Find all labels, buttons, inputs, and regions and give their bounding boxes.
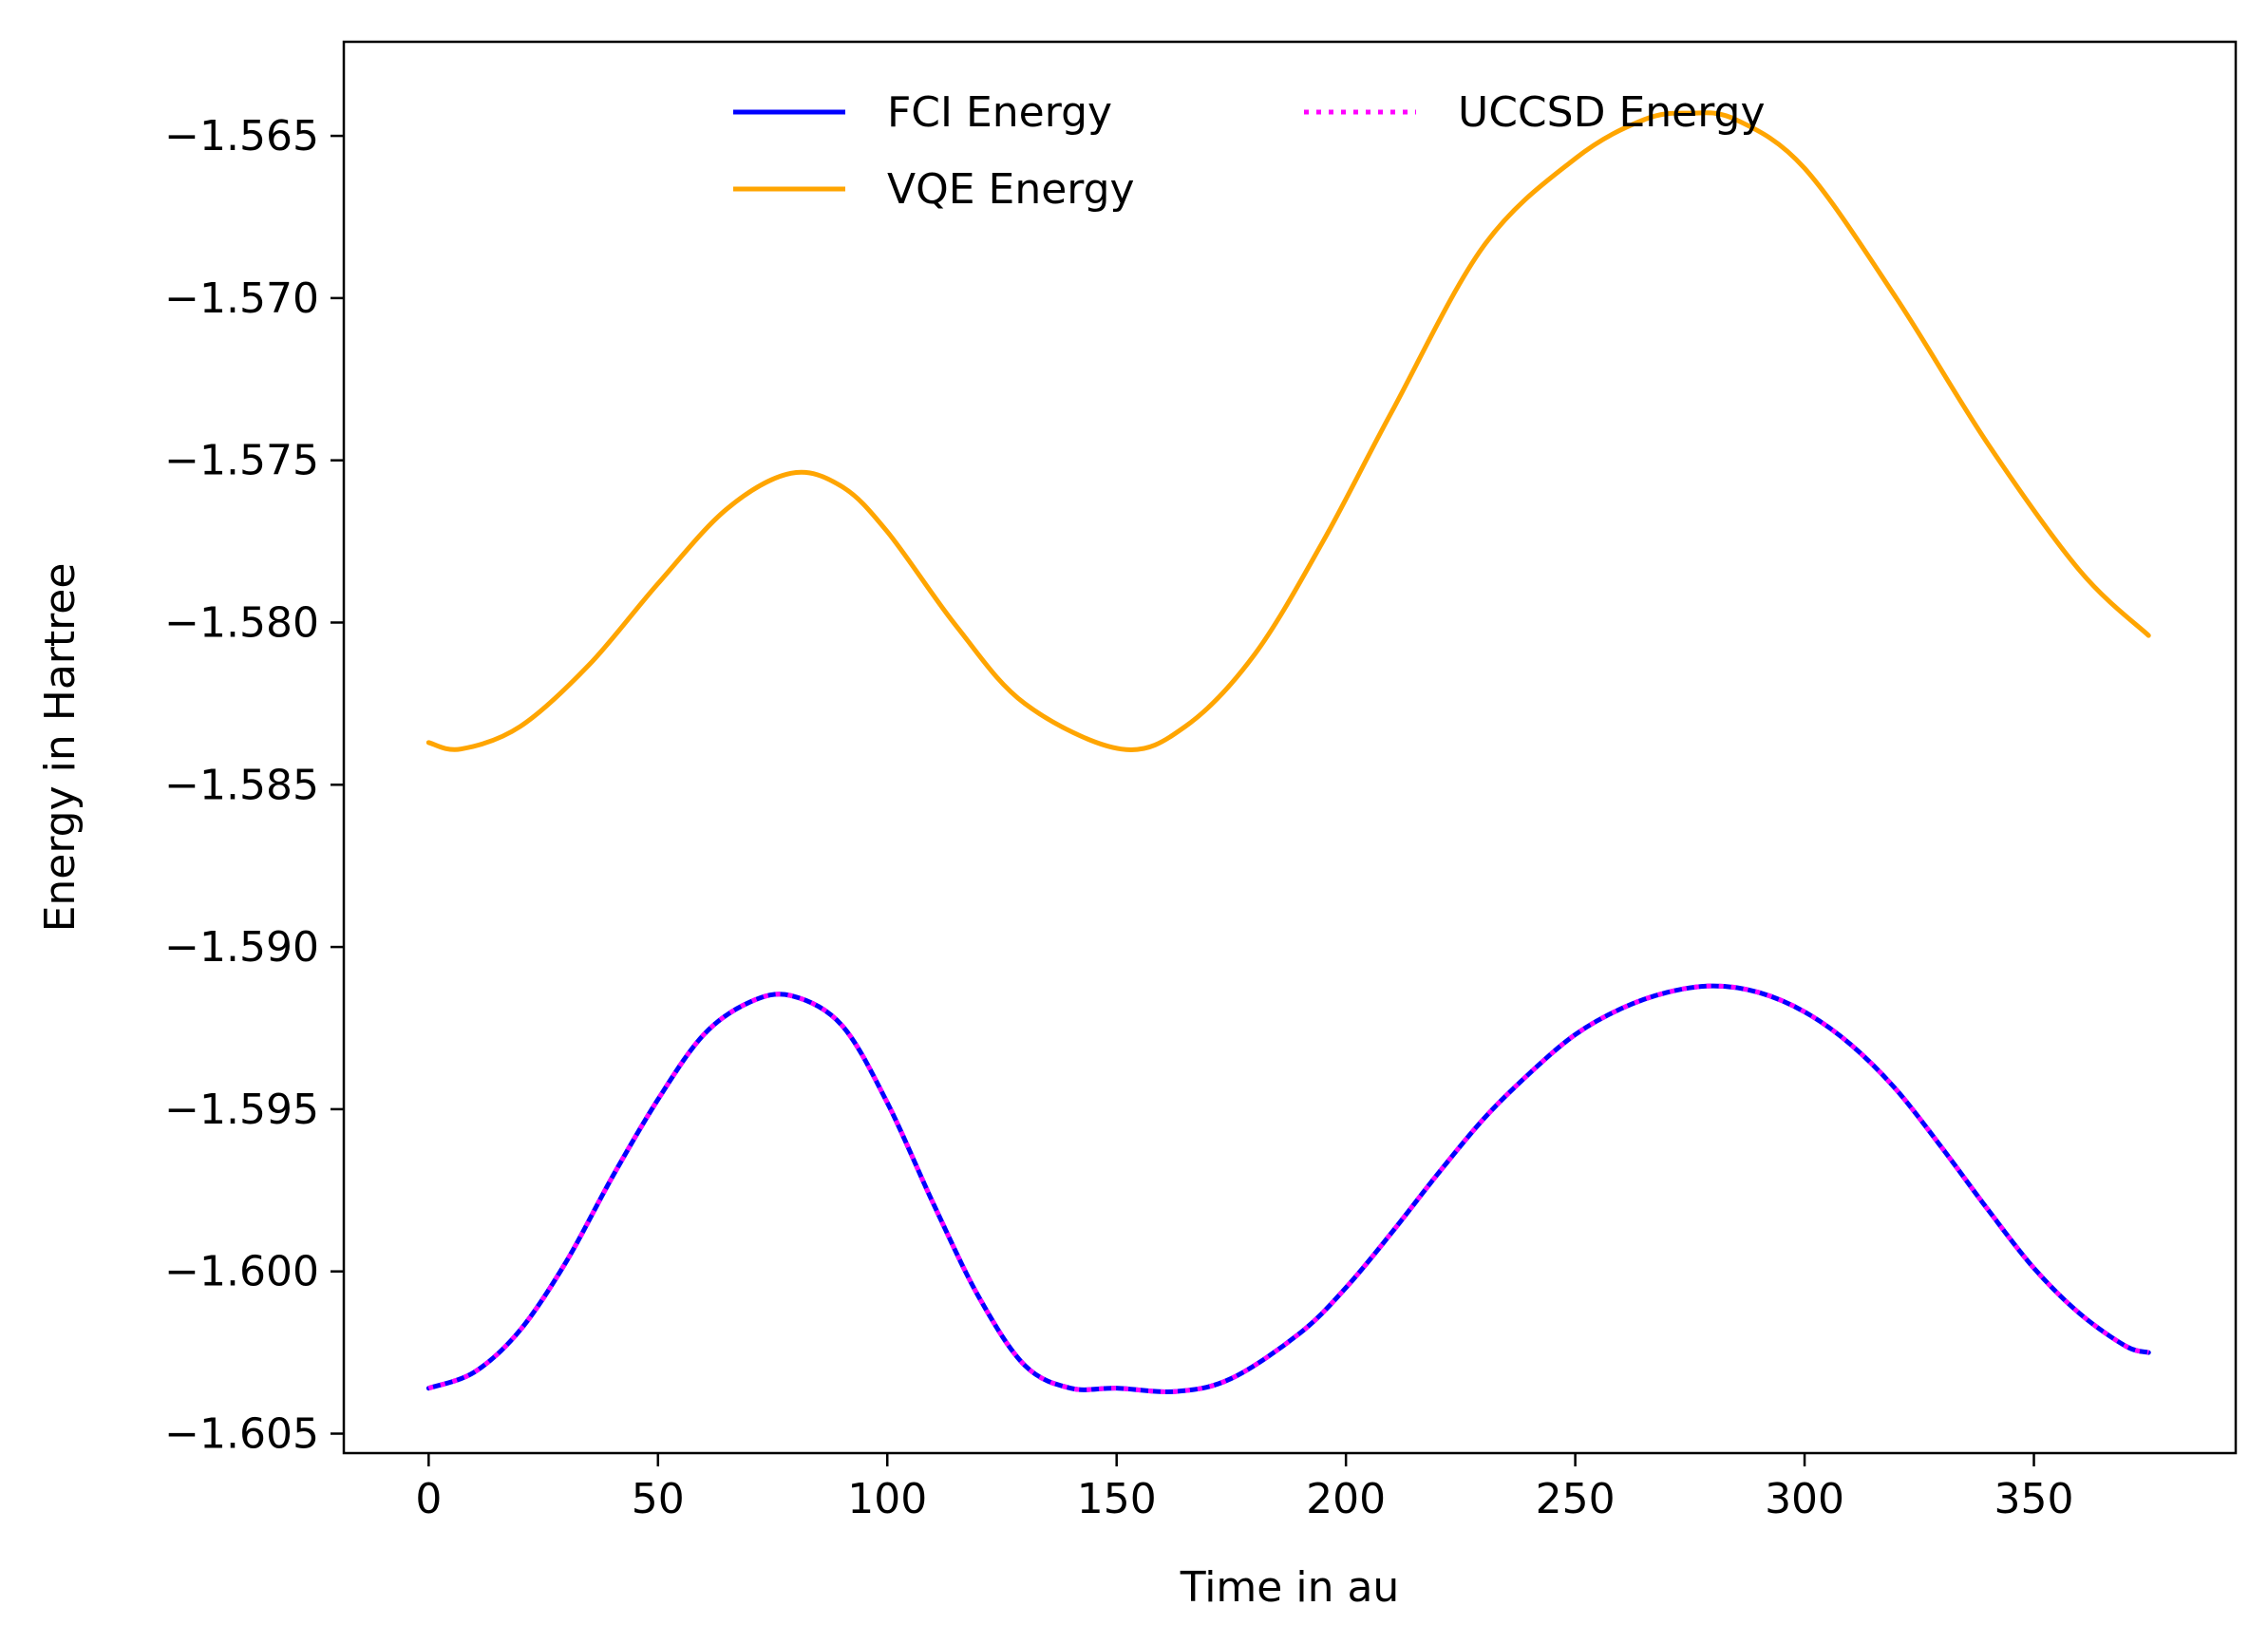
y-tick-label: −1.565 [164,112,319,161]
x-tick-label: 300 [1765,1475,1844,1523]
axes-frame [342,40,2238,1455]
y-tick-label: −1.585 [164,761,319,809]
y-tick-label: −1.570 [164,274,319,323]
y-tick-label: −1.580 [164,598,319,647]
legend-label-fci: FCI Energy [887,88,1112,137]
x-tick-label: 0 [415,1475,442,1523]
y-tick-label: −1.600 [164,1248,319,1296]
y-tick-label: −1.595 [164,1086,319,1134]
y-axis-title: Energy in Hartree [36,563,85,933]
x-tick-label: 150 [1077,1475,1157,1523]
x-tick-label: 100 [847,1475,927,1523]
series-uccsd-energy-line [427,983,2149,1394]
y-axis: −1.565 −1.570 −1.575 −1.580 −1.585 −1.590 −1.5… [164,112,344,1459]
legend: FCI Energy VQE Energy UCCSD Energy [733,88,1766,214]
legend-label-uccsd: UCCSD Energy [1458,88,1766,137]
x-tick-label: 350 [1994,1475,2074,1523]
legend-label-vqe: VQE Energy [887,165,1135,214]
x-axis-title: Time in au [1180,1563,1400,1612]
x-tick-label: 250 [1536,1475,1616,1523]
x-tick-label: 200 [1306,1475,1386,1523]
x-tick-label: 50 [632,1475,685,1523]
series-vqe-energy-line [425,110,2151,752]
plot-area [425,110,2151,1394]
y-tick-label: −1.590 [164,923,319,972]
y-tick-label: −1.575 [164,437,319,485]
y-tick-label: −1.605 [164,1410,319,1459]
x-axis: 0 50 100 150 200 250 300 350 [415,1453,2074,1523]
